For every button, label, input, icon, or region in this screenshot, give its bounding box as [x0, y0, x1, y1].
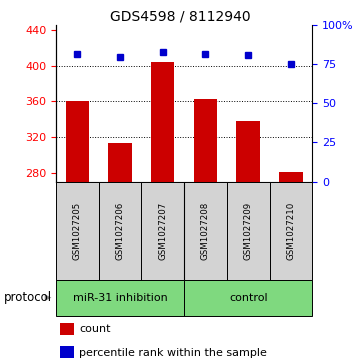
Bar — [184, 280, 312, 316]
Text: miR-31 inhibition: miR-31 inhibition — [73, 293, 168, 303]
Bar — [60, 323, 74, 335]
Text: percentile rank within the sample: percentile rank within the sample — [79, 348, 267, 358]
Bar — [56, 182, 99, 280]
Text: GSM1027208: GSM1027208 — [201, 201, 210, 260]
Text: GSM1027210: GSM1027210 — [286, 201, 295, 260]
Bar — [108, 143, 132, 182]
Text: GSM1027205: GSM1027205 — [73, 201, 82, 260]
Bar — [60, 346, 74, 358]
Text: control: control — [229, 293, 268, 303]
Bar — [56, 280, 184, 316]
Bar — [194, 98, 217, 182]
Bar — [270, 182, 312, 280]
Bar — [227, 182, 270, 280]
Bar — [236, 121, 260, 182]
Text: count: count — [79, 324, 111, 334]
Bar — [66, 101, 89, 182]
Bar — [184, 182, 227, 280]
Text: GSM1027209: GSM1027209 — [244, 201, 253, 260]
Bar — [151, 62, 174, 182]
Text: GSM1027206: GSM1027206 — [116, 201, 125, 260]
Bar — [99, 182, 142, 280]
Text: GDS4598 / 8112940: GDS4598 / 8112940 — [110, 9, 251, 23]
Bar — [142, 182, 184, 280]
Bar — [279, 172, 303, 182]
Text: GSM1027207: GSM1027207 — [158, 201, 167, 260]
Text: protocol: protocol — [4, 291, 52, 304]
